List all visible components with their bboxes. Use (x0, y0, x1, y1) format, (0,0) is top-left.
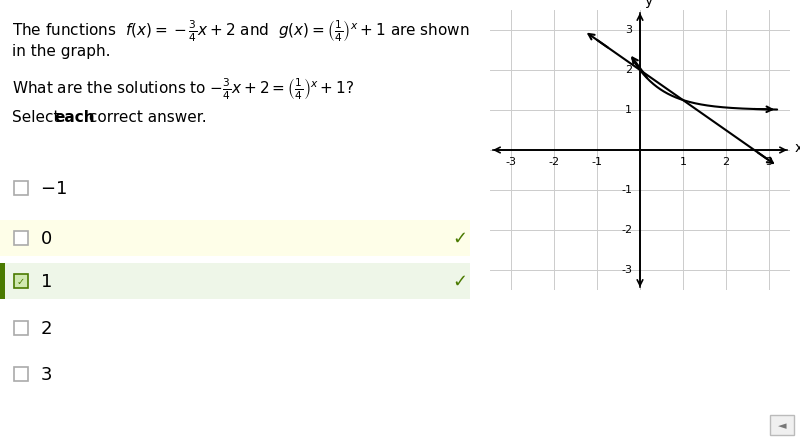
FancyBboxPatch shape (14, 274, 28, 288)
Text: x: x (794, 141, 800, 155)
Text: each: each (54, 110, 94, 125)
Text: -3: -3 (506, 157, 517, 167)
Text: 3: 3 (765, 157, 772, 167)
Text: ✓: ✓ (453, 230, 467, 248)
Text: correct answer.: correct answer. (84, 110, 206, 125)
Text: -2: -2 (549, 157, 560, 167)
Text: y: y (644, 0, 653, 8)
FancyBboxPatch shape (14, 321, 28, 335)
FancyBboxPatch shape (0, 220, 470, 256)
Text: 2: 2 (625, 65, 632, 75)
Text: -1: -1 (592, 157, 602, 167)
Text: $1$: $1$ (40, 273, 52, 291)
Text: ◄: ◄ (778, 421, 786, 431)
FancyBboxPatch shape (14, 367, 28, 381)
Text: Select: Select (12, 110, 64, 125)
Text: What are the solutions to $-\frac{3}{4}x + 2 = \left(\frac{1}{4}\right)^{x} + 1$: What are the solutions to $-\frac{3}{4}x… (12, 76, 354, 102)
FancyBboxPatch shape (0, 263, 470, 299)
Text: 1: 1 (626, 105, 632, 115)
Text: -3: -3 (622, 265, 632, 275)
Text: 1: 1 (679, 157, 686, 167)
Text: $-1$: $-1$ (40, 180, 67, 198)
Text: ✓: ✓ (17, 277, 25, 287)
Text: -2: -2 (621, 225, 632, 235)
Text: ✓: ✓ (453, 273, 467, 291)
Text: $2$: $2$ (40, 320, 52, 338)
FancyBboxPatch shape (14, 181, 28, 195)
FancyBboxPatch shape (14, 231, 28, 245)
FancyBboxPatch shape (0, 263, 5, 299)
FancyBboxPatch shape (770, 415, 794, 435)
Text: in the graph.: in the graph. (12, 44, 110, 59)
Text: 3: 3 (626, 25, 632, 35)
Text: -1: -1 (622, 185, 632, 195)
Text: The functions  $f(x) = -\frac{3}{4}x + 2$ and  $g(x) = \left(\frac{1}{4}\right)^: The functions $f(x) = -\frac{3}{4}x + 2$… (12, 18, 470, 44)
Text: $0$: $0$ (40, 230, 52, 248)
Text: 2: 2 (722, 157, 730, 167)
Text: $3$: $3$ (40, 366, 52, 384)
